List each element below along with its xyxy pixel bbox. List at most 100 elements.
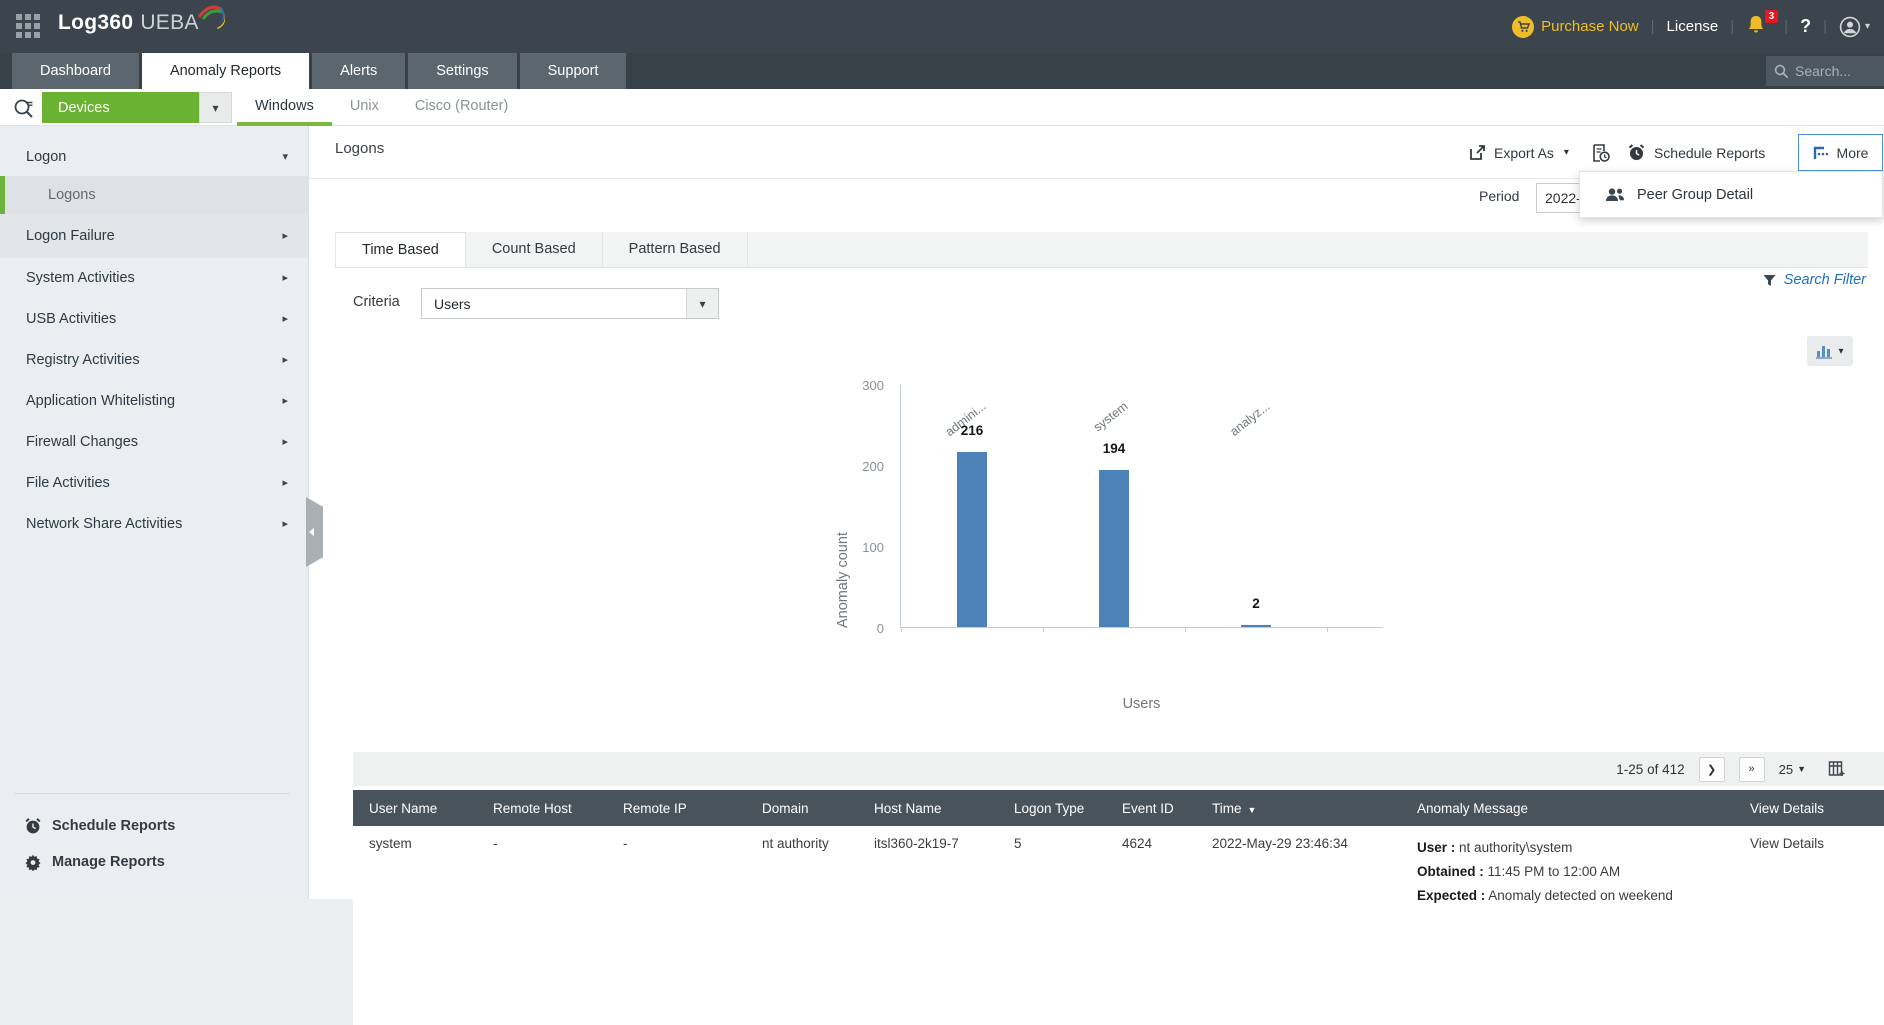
period-label: Period: [1479, 188, 1520, 204]
search-input[interactable]: [1795, 63, 1871, 79]
chart-bar[interactable]: [957, 452, 987, 627]
peer-group-detail-item[interactable]: Peer Group Detail: [1580, 187, 1753, 203]
purchase-now-button[interactable]: Purchase Now: [1512, 15, 1639, 38]
col-host-name[interactable]: Host Name: [874, 800, 942, 816]
cell-domain: nt authority: [762, 836, 829, 851]
header-separator: |: [1650, 18, 1655, 35]
export-as-button[interactable]: Export As ▾: [1469, 144, 1569, 161]
sidebar-item-registry-activities[interactable]: Registry Activities ▸: [0, 340, 308, 381]
criteria-value: Users: [434, 295, 471, 312]
search-filter-link[interactable]: Search Filter: [1763, 272, 1866, 288]
device-subnav: Devices ▾ Windows Unix Cisco (Router): [0, 89, 1884, 126]
main-content: Logons Export As ▾ Schedule Reports More…: [308, 126, 1884, 1025]
chart-yticks: 0 100 200 300: [850, 378, 894, 636]
tab-cisco-router[interactable]: Cisco (Router): [414, 98, 509, 114]
col-domain[interactable]: Domain: [762, 800, 809, 816]
bar-chart-icon: [1816, 346, 1833, 359]
app-launcher-icon[interactable]: [16, 14, 42, 40]
more-dropdown-menu: Peer Group Detail: [1579, 171, 1883, 218]
criteria-select[interactable]: Users ▾: [421, 288, 719, 319]
license-link[interactable]: License: [1666, 18, 1719, 35]
gear-icon: [25, 854, 41, 871]
col-remote-host[interactable]: Remote Host: [493, 800, 572, 816]
chevron-right-icon: ▸: [282, 477, 288, 489]
page-size-select[interactable]: 25 ▼: [1778, 761, 1806, 777]
tab-time-based[interactable]: Time Based: [335, 232, 466, 267]
cell-user-name[interactable]: system: [369, 836, 412, 851]
help-button[interactable]: ?: [1800, 16, 1812, 36]
schedule-reports-button[interactable]: Schedule Reports: [1627, 143, 1765, 162]
cell-view-details[interactable]: View Details: [1750, 836, 1825, 851]
more-icon: [1813, 146, 1828, 159]
sidebar-manage-reports[interactable]: Manage Reports: [0, 844, 308, 880]
bell-icon: [1749, 15, 1764, 32]
sidebar-collapse-handle[interactable]: [306, 497, 323, 567]
x-tick-mark: [1185, 627, 1186, 632]
col-user-name[interactable]: User Name: [369, 800, 438, 816]
tab-alerts[interactable]: Alerts: [312, 53, 406, 89]
chevron-down-icon[interactable]: ▾: [199, 92, 232, 123]
x-tick-mark: [1327, 627, 1328, 632]
chevron-right-icon: ▸: [282, 518, 288, 530]
tab-settings[interactable]: Settings: [408, 53, 517, 89]
next-page-button[interactable]: ❯: [1698, 756, 1725, 782]
tab-support[interactable]: Support: [519, 53, 627, 89]
sidebar-item-firewall-changes[interactable]: Firewall Changes ▸: [0, 422, 308, 463]
tab-unix[interactable]: Unix: [349, 98, 379, 114]
cell-event-id: 4624: [1122, 836, 1153, 851]
criteria-label: Criteria: [353, 294, 400, 310]
sidebar-item-file-activities[interactable]: File Activities ▸: [0, 463, 308, 504]
report-history-icon[interactable]: [1591, 143, 1611, 163]
col-anomaly-message[interactable]: Anomaly Message: [1417, 800, 1529, 816]
sort-desc-icon: ▼: [1247, 804, 1257, 815]
col-event-id[interactable]: Event ID: [1122, 800, 1174, 816]
page-title: Logons: [335, 140, 385, 157]
tab-anomaly-reports[interactable]: Anomaly Reports: [141, 53, 310, 89]
caret-down-icon: ▼: [1797, 764, 1806, 774]
col-time-sorted[interactable]: Time ▼: [1212, 800, 1257, 816]
cell-anomaly-message: User : nt authority\system Obtained : 11…: [1417, 840, 1673, 903]
sidebar-item-network-share-activities[interactable]: Network Share Activities ▸: [0, 504, 308, 545]
sidebar-item-system-activities[interactable]: System Activities ▸: [0, 258, 308, 299]
devices-label: Devices: [58, 99, 110, 116]
export-as-label: Export As: [1494, 144, 1554, 161]
main-navigation: Dashboard Anomaly Reports Alerts Setting…: [0, 53, 1884, 89]
y-tick-label: 100: [862, 540, 884, 555]
chart-y-axis-label: Anomaly count: [835, 532, 851, 628]
last-page-button[interactable]: »: [1738, 756, 1765, 782]
tab-windows[interactable]: Windows: [237, 89, 332, 126]
tab-count-based[interactable]: Count Based: [466, 232, 603, 267]
sidebar-item-logon[interactable]: Logon ▾: [0, 138, 308, 176]
chart-type-button[interactable]: ▾: [1807, 336, 1853, 366]
chevron-right-icon: ▸: [282, 272, 288, 284]
sidebar-item-logons[interactable]: Logons: [0, 176, 308, 214]
bar-value-label: 2: [1252, 596, 1260, 611]
sidebar-item-usb-activities[interactable]: USB Activities ▸: [0, 299, 308, 340]
tab-pattern-based[interactable]: Pattern Based: [603, 232, 748, 267]
chart-bar[interactable]: [1241, 625, 1271, 627]
bar-value-label: 216: [960, 423, 984, 438]
chevron-down-icon: ▾: [686, 289, 718, 318]
sidebar-item-logon-failure[interactable]: Logon Failure ▸: [0, 214, 308, 258]
col-view-details[interactable]: View Details: [1750, 800, 1825, 816]
chevron-right-icon: ▸: [282, 436, 288, 448]
more-label: More: [1836, 144, 1869, 161]
pagination-range: 1-25 of 412: [1616, 761, 1685, 777]
devices-dropdown[interactable]: Devices ▾: [42, 92, 232, 123]
tab-dashboard[interactable]: Dashboard: [12, 53, 139, 89]
user-menu-button[interactable]: ▾: [1839, 16, 1870, 38]
column-settings-icon[interactable]: [1828, 760, 1846, 778]
chart-plot: 216 admini... 194 system 2 analyz...: [900, 385, 1383, 632]
chevron-right-icon: ▸: [282, 230, 288, 242]
report-view-tabs: Time Based Count Based Pattern Based: [335, 232, 1868, 268]
chart-bar[interactable]: [1099, 470, 1129, 627]
more-button[interactable]: More: [1798, 134, 1883, 171]
col-logon-type[interactable]: Logon Type: [1014, 800, 1085, 816]
global-search[interactable]: [1766, 56, 1884, 86]
advanced-search-icon[interactable]: [12, 96, 36, 120]
col-remote-ip[interactable]: Remote IP: [623, 800, 687, 816]
notifications-button[interactable]: 3: [1746, 9, 1779, 40]
sidebar-schedule-reports[interactable]: Schedule Reports: [0, 808, 308, 844]
sidebar-item-application-whitelisting[interactable]: Application Whitelisting ▸: [0, 381, 308, 422]
cell-host-name[interactable]: itsl360-2k19-7: [874, 836, 959, 851]
